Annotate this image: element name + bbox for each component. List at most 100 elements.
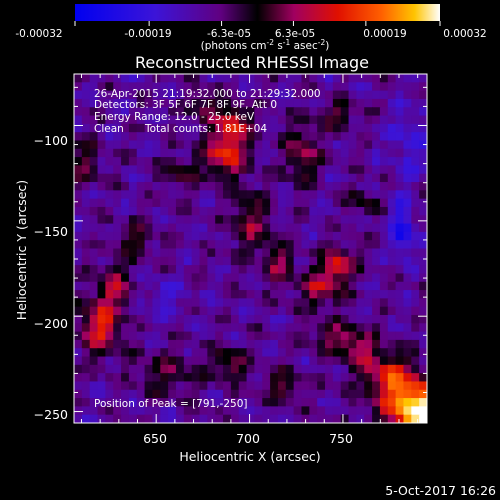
heatmap-cell [191, 132, 201, 142]
x-tick-label: 750 [329, 431, 353, 446]
heatmap-cell [277, 339, 287, 349]
heatmap-cell [387, 273, 397, 283]
colorbar-tick-label: 6.3e-05 [275, 28, 315, 40]
heatmap-cell [223, 273, 232, 283]
heatmap-cell [215, 290, 224, 299]
heatmap-cell [223, 281, 232, 291]
heatmap-cell [379, 215, 389, 225]
heatmap-cell [325, 306, 334, 316]
heatmap-cell [207, 248, 216, 258]
heatmap-cell [364, 123, 373, 133]
heatmap-cell [113, 406, 122, 416]
heatmap-cell [293, 157, 303, 167]
heatmap-cell [309, 339, 318, 349]
heatmap-cell [246, 339, 256, 349]
heatmap-cell [301, 373, 310, 383]
heatmap-cell [270, 148, 279, 158]
heatmap-cell [128, 414, 138, 423]
heatmap-cell [128, 406, 138, 416]
heatmap-cell [372, 256, 381, 266]
heatmap-cell [285, 306, 295, 316]
heatmap-cell [277, 398, 287, 407]
heatmap-cell [128, 157, 138, 167]
heatmap-cell [254, 364, 263, 374]
heatmap-cell [387, 356, 397, 366]
heatmap-cell [293, 273, 303, 283]
heatmap-cell [403, 290, 412, 299]
heatmap-cell [215, 215, 224, 225]
heatmap-cell [160, 273, 169, 283]
heatmap-cell [411, 381, 420, 391]
heatmap-cell [325, 248, 334, 258]
heatmap-cell [160, 323, 169, 333]
heatmap-cell [419, 74, 427, 83]
heatmap-cell [113, 215, 122, 225]
heatmap-cell [152, 165, 161, 175]
heatmap-cell [254, 107, 263, 117]
heatmap-cell [395, 148, 405, 158]
heatmap-cell [379, 123, 389, 133]
heatmap-cell [105, 356, 114, 366]
heatmap-cell [246, 182, 256, 191]
heatmap-cell [379, 140, 389, 150]
heatmap-cell [325, 381, 334, 391]
heatmap-cell [215, 157, 224, 167]
heatmap-cell [317, 74, 326, 83]
heatmap-cell [74, 74, 83, 83]
heatmap-cell [403, 314, 412, 324]
heatmap-cell [144, 339, 154, 349]
heatmap-cell [262, 290, 271, 299]
heatmap-cell [356, 414, 365, 423]
heatmap-cell [74, 356, 83, 366]
heatmap-cell [175, 107, 185, 117]
heatmap-cell [105, 165, 114, 175]
heatmap-cell [160, 82, 169, 92]
heatmap-cell [387, 90, 397, 100]
heatmap-cell [293, 314, 303, 324]
heatmap-cell [238, 256, 248, 266]
unit-part: (photons cm [201, 40, 267, 52]
heatmap-cell [285, 140, 295, 150]
heatmap-cell [81, 240, 91, 250]
heatmap-cell [152, 331, 161, 341]
heatmap-cell [74, 364, 83, 374]
heatmap-cell [325, 373, 334, 383]
heatmap-cell [317, 389, 326, 399]
heatmap-cell [340, 381, 350, 391]
heatmap-cell [89, 140, 99, 150]
heatmap-cell [89, 132, 99, 142]
heatmap-cell [121, 364, 130, 374]
heatmap-cell [277, 98, 287, 108]
heatmap-cell [364, 256, 373, 266]
heatmap-cell [364, 290, 373, 299]
heatmap-cell [372, 414, 381, 423]
heatmap-cell [301, 348, 310, 358]
heatmap-cell [207, 281, 216, 291]
heatmap-cell [254, 231, 263, 241]
heatmap-cell [230, 98, 240, 108]
heatmap-cell [325, 98, 334, 108]
heatmap-cell [301, 414, 310, 423]
heatmap-cell [230, 256, 240, 266]
heatmap-cell [293, 148, 303, 158]
heatmap-cell [207, 339, 216, 349]
heatmap-cell [121, 339, 130, 349]
heatmap-cell [270, 306, 279, 316]
heatmap-cell [387, 398, 397, 407]
heatmap-cell [74, 256, 83, 266]
heatmap-cell [364, 148, 373, 158]
heatmap-cell [160, 381, 169, 391]
heatmap-cell [246, 290, 256, 299]
heatmap-cell [97, 90, 106, 100]
heatmap-cell [387, 231, 397, 241]
heatmap-cell [411, 132, 420, 142]
heatmap-cell [230, 298, 240, 308]
heatmap-cell [270, 123, 279, 133]
heatmap-cell [270, 356, 279, 366]
heatmap-cell [175, 148, 185, 158]
heatmap-cell [301, 364, 310, 374]
heatmap-cell [356, 140, 365, 150]
heatmap-cell [285, 381, 295, 391]
heatmap-cell [97, 314, 106, 324]
heatmap-cell [395, 157, 405, 167]
